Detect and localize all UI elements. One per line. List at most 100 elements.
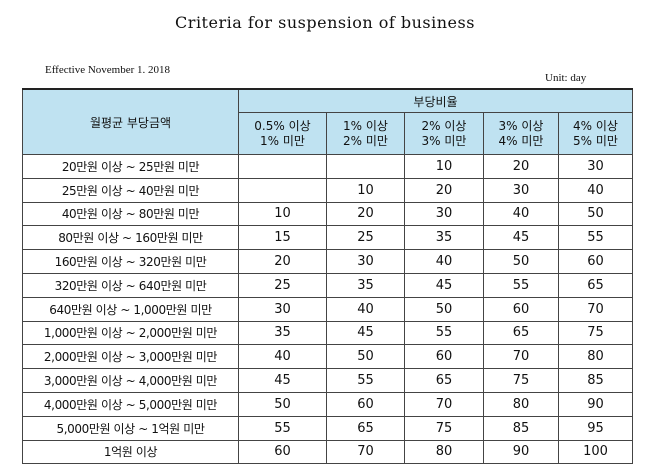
suspension-days-cell: 75 — [557, 320, 634, 346]
suspension-days-cell: 45 — [404, 272, 484, 298]
suspension-days-cell: 70 — [326, 439, 405, 465]
suspension-days-cell: 55 — [483, 272, 559, 298]
suspension-days-cell: 65 — [404, 368, 484, 393]
suspension-days-cell: 50 — [326, 344, 405, 370]
amount-range-cell: 640만원 이상 ~ 1,000만원 미만 — [22, 296, 239, 322]
suspension-days-cell: 35 — [238, 320, 327, 346]
table-row: 2,000만원 이상 ~ 3,000만원 미만 40 50 60 70 80 — [22, 344, 634, 370]
suspension-days-cell: 90 — [557, 391, 634, 417]
table-row: 80만원 이상 ~ 160만원 미만 15 25 35 45 55 — [22, 225, 634, 251]
amount-range-cell: 20만원 이상 ~ 25만원 미만 — [22, 154, 239, 179]
suspension-days-cell: 100 — [557, 439, 634, 465]
suspension-days-cell: 40 — [238, 344, 327, 370]
suspension-days-cell: 70 — [404, 391, 484, 417]
suspension-days-cell: 10 — [326, 177, 405, 203]
suspension-days-cell: 55 — [557, 225, 634, 251]
suspension-days-cell — [326, 154, 405, 179]
table-row: 1억원 이상 60 70 80 90 100 — [22, 439, 634, 465]
suspension-days-cell: 80 — [404, 439, 484, 465]
amount-column-header: 월평균 부당금액 — [22, 88, 239, 155]
suspension-days-cell: 55 — [404, 320, 484, 346]
suspension-days-cell: 10 — [238, 201, 327, 227]
amount-range-cell: 2,000만원 이상 ~ 3,000만원 미만 — [22, 344, 239, 370]
suspension-days-cell: 55 — [326, 368, 405, 393]
ratio-lower-bound: 2% 이상 — [421, 118, 467, 133]
amount-range-cell: 320만원 이상 ~ 640만원 미만 — [22, 272, 239, 298]
ratio-column-header: 2% 이상 3% 미만 — [404, 112, 484, 155]
suspension-days-cell: 70 — [557, 296, 634, 322]
ratio-column-header: 0.5% 이상 1% 미만 — [238, 112, 327, 155]
ratio-upper-bound: 4% 미만 — [498, 133, 544, 148]
suspension-days-cell: 20 — [326, 201, 405, 227]
table-row: 25만원 이상 ~ 40만원 미만 10 20 30 40 — [22, 177, 634, 203]
suspension-table: 월평균 부당금액 부당비율 0.5% 이상 1% 미만 1% 이상 2% 미만 2%… — [22, 88, 634, 465]
table-row: 4,000만원 이상 ~ 5,000만원 미만 50 60 70 80 90 — [22, 391, 634, 417]
amount-range-cell: 3,000만원 이상 ~ 4,000만원 미만 — [22, 368, 239, 393]
suspension-days-cell — [238, 154, 327, 179]
suspension-days-cell: 20 — [483, 154, 559, 179]
amount-range-cell: 4,000만원 이상 ~ 5,000만원 미만 — [22, 391, 239, 417]
table-header: 월평균 부당금액 부당비율 0.5% 이상 1% 미만 1% 이상 2% 미만 2%… — [22, 88, 634, 155]
suspension-days-cell: 80 — [557, 344, 634, 370]
ratio-lower-bound: 0.5% 이상 — [254, 118, 311, 133]
suspension-days-cell: 60 — [238, 439, 327, 465]
suspension-days-cell: 75 — [483, 368, 559, 393]
effective-date: Effective November 1. 2018 — [45, 64, 171, 76]
suspension-days-cell: 65 — [483, 320, 559, 346]
suspension-days-cell: 45 — [326, 320, 405, 346]
suspension-days-cell: 20 — [404, 177, 484, 203]
suspension-days-cell: 50 — [483, 249, 559, 274]
table-row: 640만원 이상 ~ 1,000만원 미만 30 40 50 60 70 — [22, 296, 634, 322]
suspension-days-cell: 45 — [238, 368, 327, 393]
suspension-days-cell: 60 — [483, 296, 559, 322]
amount-range-cell: 160만원 이상 ~ 320만원 미만 — [22, 249, 239, 274]
amount-range-cell: 1,000만원 이상 ~ 2,000만원 미만 — [22, 320, 239, 346]
table-row: 40만원 이상 ~ 80만원 미만 10 20 30 40 50 — [22, 201, 634, 227]
suspension-days-cell: 75 — [404, 415, 484, 441]
suspension-days-cell: 95 — [557, 415, 634, 441]
amount-range-cell: 40만원 이상 ~ 80만원 미만 — [22, 201, 239, 227]
ratio-column-header: 4% 이상 5% 미만 — [557, 112, 634, 155]
suspension-days-cell: 30 — [238, 296, 327, 322]
amount-range-cell: 25만원 이상 ~ 40만원 미만 — [22, 177, 239, 203]
table-row: 3,000만원 이상 ~ 4,000만원 미만 45 55 65 75 85 — [22, 368, 634, 393]
ratio-lower-bound: 1% 이상 — [343, 118, 388, 133]
ratio-column-header: 3% 이상 4% 미만 — [483, 112, 559, 155]
suspension-days-cell: 65 — [557, 272, 634, 298]
amount-range-cell: 80만원 이상 ~ 160만원 미만 — [22, 225, 239, 251]
ratio-upper-bound: 3% 미만 — [421, 133, 467, 148]
suspension-days-cell: 20 — [238, 249, 327, 274]
unit-label: Unit: day — [545, 72, 587, 84]
suspension-days-cell: 10 — [404, 154, 484, 179]
suspension-days-cell: 40 — [557, 177, 634, 203]
suspension-days-cell: 60 — [404, 344, 484, 370]
suspension-days-cell: 60 — [326, 391, 405, 417]
suspension-days-cell: 45 — [483, 225, 559, 251]
ratio-column-header: 1% 이상 2% 미만 — [326, 112, 405, 155]
ratio-group-header: 부당비율 — [237, 88, 634, 114]
suspension-days-cell: 50 — [238, 391, 327, 417]
suspension-days-cell: 50 — [557, 201, 634, 227]
suspension-days-cell: 50 — [404, 296, 484, 322]
suspension-days-cell: 35 — [404, 225, 484, 251]
suspension-days-cell: 90 — [483, 439, 559, 465]
suspension-days-cell: 80 — [483, 391, 559, 417]
suspension-days-cell: 25 — [326, 225, 405, 251]
table-row: 1,000만원 이상 ~ 2,000만원 미만 35 45 55 65 75 — [22, 320, 634, 346]
suspension-days-cell: 55 — [238, 415, 327, 441]
suspension-days-cell: 30 — [326, 249, 405, 274]
ratio-upper-bound: 5% 미만 — [573, 133, 618, 148]
amount-range-cell: 5,000만원 이상 ~ 1억원 미만 — [22, 415, 239, 441]
suspension-days-cell: 65 — [326, 415, 405, 441]
table-row: 160만원 이상 ~ 320만원 미만 20 30 40 50 60 — [22, 249, 634, 274]
ratio-upper-bound: 2% 미만 — [343, 133, 388, 148]
suspension-days-cell: 40 — [404, 249, 484, 274]
suspension-days-cell: 30 — [483, 177, 559, 203]
suspension-days-cell: 40 — [483, 201, 559, 227]
table-row: 320만원 이상 ~ 640만원 미만 25 35 45 55 65 — [22, 272, 634, 298]
ratio-upper-bound: 1% 미만 — [260, 133, 305, 148]
suspension-days-cell: 30 — [404, 201, 484, 227]
table-row: 20만원 이상 ~ 25만원 미만 10 20 30 — [22, 154, 634, 179]
suspension-days-cell: 60 — [557, 249, 634, 274]
page-title: Criteria for suspension of business — [175, 13, 475, 32]
